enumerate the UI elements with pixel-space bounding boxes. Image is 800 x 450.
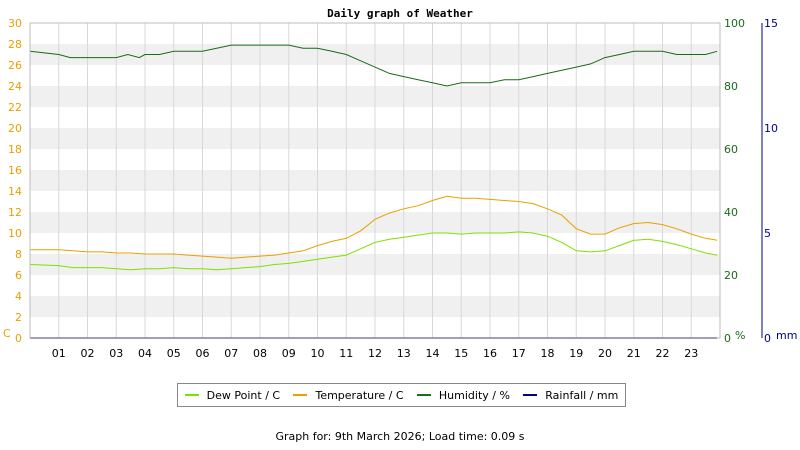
x-tick-label: 06 (196, 347, 210, 360)
legend-swatch (184, 394, 199, 396)
x-tick-label: 14 (426, 347, 440, 360)
x-tick-label: 21 (627, 347, 641, 360)
labels-layer: 01 02 03 04 05 06 07 08 09 10 11 12 13 14 15 16 17 18 19 20… (3, 17, 797, 360)
x-tick-label: 09 (282, 347, 296, 360)
right-axis-rainfall-unit: mm (776, 329, 797, 342)
left-axis-tick: 8 (15, 248, 22, 261)
legend-swatch (523, 394, 538, 396)
left-axis-tick: 4 (15, 290, 22, 303)
x-tick-label: 23 (684, 347, 698, 360)
left-axis-tick: 20 (8, 122, 22, 135)
grid-lines (58, 23, 692, 338)
legend-item: Temperature / C (293, 388, 404, 402)
right-axis-rainfall-tick: 10 (764, 122, 778, 135)
x-tick-label: 19 (569, 347, 583, 360)
x-tick-label: 11 (339, 347, 353, 360)
chart-legend: Dew Point / C Temperature / C Humidity / %… (177, 383, 626, 407)
legend-label: Rainfall / mm (545, 388, 619, 402)
x-tick-label: 13 (397, 347, 411, 360)
legend-label: Temperature / C (315, 388, 404, 402)
left-axis-tick: 18 (8, 143, 22, 156)
right-axis-rainfall-tick: 15 (764, 17, 778, 30)
left-axis-tick: 10 (8, 227, 22, 240)
chart-title: Daily graph of Weather (327, 7, 473, 20)
x-tick-label: 04 (138, 347, 152, 360)
left-axis-tick: 26 (8, 59, 22, 72)
left-axis-tick: 30 (8, 17, 22, 30)
left-axis-tick: 28 (8, 38, 22, 51)
plot-border (29, 22, 721, 339)
right-axis-humidity-tick: 0 (724, 332, 731, 345)
left-axis-tick: 2 (15, 311, 22, 324)
right-axis-humidity-tick: 100 (724, 17, 745, 30)
x-tick-label: 22 (656, 347, 670, 360)
x-tick-label: 20 (598, 347, 612, 360)
right-axis-humidity-tick: 80 (724, 80, 738, 93)
legend-label: Dew Point / C (206, 388, 281, 402)
x-tick-label: 08 (253, 347, 267, 360)
left-axis-unit: C (3, 327, 11, 340)
series-line-temperature (30, 195, 718, 259)
right-axis-humidity-tick: 20 (724, 269, 738, 282)
left-axis-tick: 0 (15, 332, 22, 345)
left-axis-tick: 14 (8, 185, 22, 198)
legend-swatch (416, 394, 431, 396)
series-line-dew-point (29, 231, 718, 271)
left-axis-tick: 24 (8, 80, 22, 93)
legend-item: Rainfall / mm (523, 389, 618, 402)
left-axis-tick: 16 (8, 164, 22, 177)
x-tick-label: 02 (81, 347, 95, 360)
left-axis-tick: 22 (8, 101, 22, 114)
footer-status: Graph for: 9th March 2026; Load time: 0.… (275, 430, 525, 443)
left-axis-tick: 6 (15, 269, 22, 282)
x-tick-label: 10 (311, 347, 325, 360)
legend-item: Humidity / % (416, 388, 510, 402)
x-tick-label: 16 (483, 347, 497, 360)
legend-item: Dew Point / C (184, 388, 281, 402)
legend-swatch (293, 394, 308, 396)
right-axis-humidity-unit: % (735, 329, 745, 342)
x-tick-label: 05 (167, 347, 181, 360)
x-tick-label: 17 (512, 347, 526, 360)
x-tick-label: 15 (454, 347, 468, 360)
x-tick-label: 18 (541, 347, 555, 360)
axes-layer (29, 22, 763, 339)
legend-label: Humidity / % (438, 388, 510, 402)
x-tick-label: 07 (224, 347, 238, 360)
series-line-humidity (29, 44, 718, 87)
x-tick-label: 12 (368, 347, 382, 360)
right-axis-rainfall-tick: 0 (764, 332, 771, 345)
right-axis-rainfall-tick: 5 (764, 227, 771, 240)
left-axis-tick: 12 (8, 206, 22, 219)
right-axis-humidity-tick: 40 (724, 206, 738, 219)
right-axis-humidity-tick: 60 (724, 143, 738, 156)
x-tick-label: 03 (109, 347, 123, 360)
x-tick-label: 01 (52, 347, 66, 360)
